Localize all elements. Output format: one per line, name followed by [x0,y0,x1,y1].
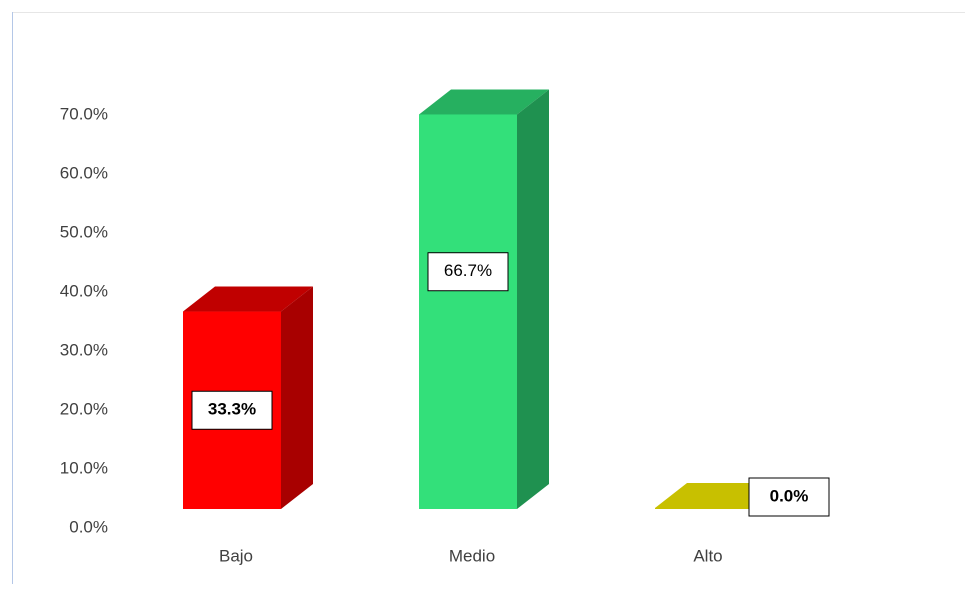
x-tick-label: Bajo [219,546,253,565]
y-tick-label: 50.0% [60,222,108,241]
y-tick-label: 10.0% [60,458,108,477]
bar [419,114,517,509]
value-label: 0.0% [770,486,809,505]
x-tick-label: Alto [693,546,722,565]
value-label: 33.3% [208,400,256,419]
value-label: 66.7% [444,261,492,280]
y-tick-label: 30.0% [60,340,108,359]
y-tick-label: 60.0% [60,163,108,182]
y-tick-label: 70.0% [60,104,108,123]
bar-side [517,89,549,509]
y-tick-label: 20.0% [60,399,108,418]
bar [655,508,753,509]
bar-side [281,287,313,509]
y-tick-label: 40.0% [60,281,108,300]
y-tick-label: 0.0% [69,517,108,536]
x-tick-label: Medio [449,546,495,565]
